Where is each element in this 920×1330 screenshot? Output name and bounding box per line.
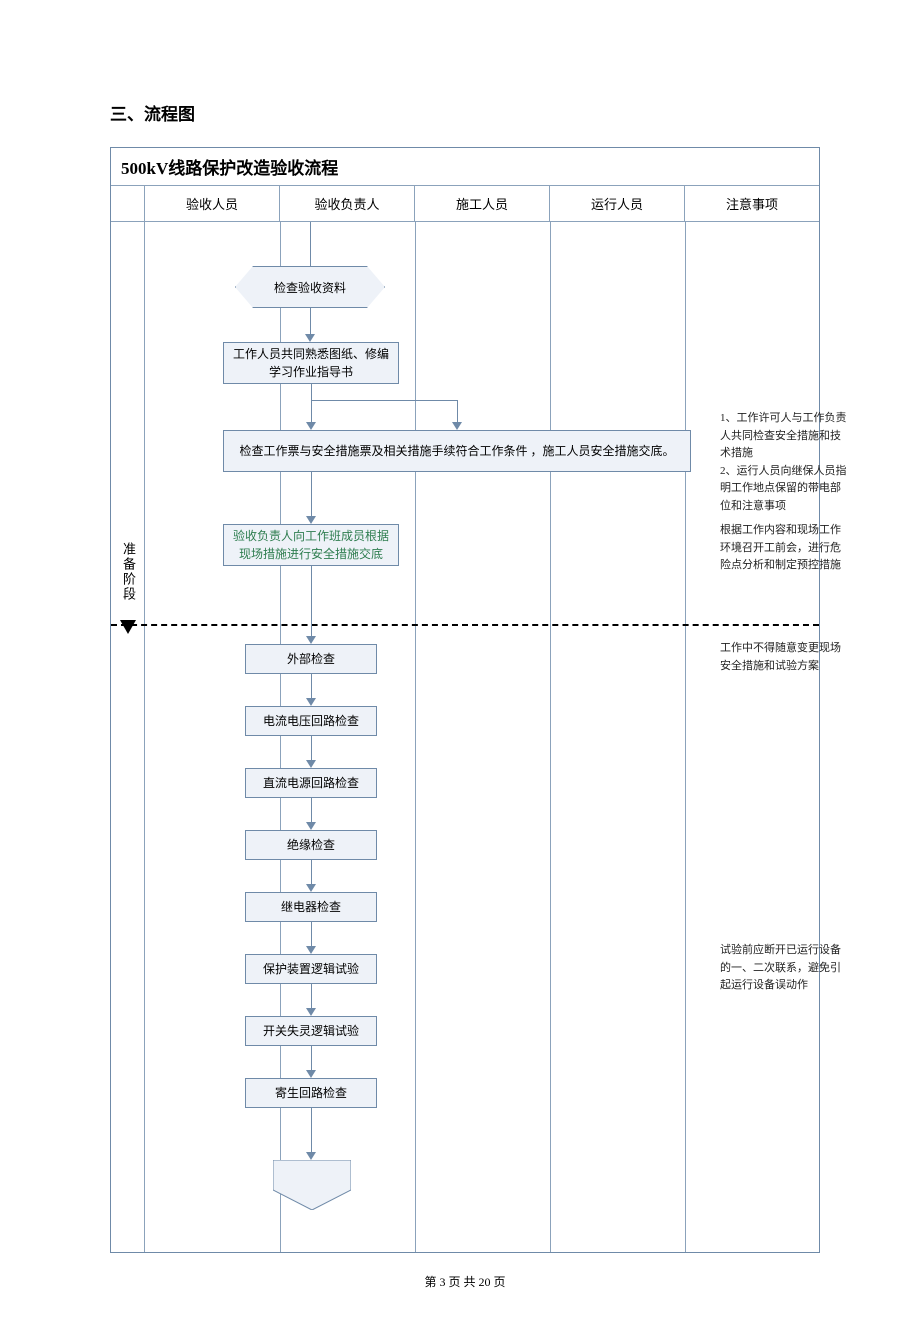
- node-c5: 继电器检查: [245, 892, 377, 922]
- arrow-down-icon: [306, 698, 316, 706]
- connector: [311, 674, 312, 698]
- arrow-down-icon: [306, 636, 316, 644]
- arrow-down-icon: [305, 334, 315, 342]
- chart-title: 500kV线路保护改造验收流程: [111, 148, 819, 186]
- lane-head-3: 施工人员: [415, 186, 550, 221]
- connector: [310, 308, 311, 334]
- node-study-drawings: 工作人员共同熟悉图纸、修编学习作业指导书: [223, 342, 399, 384]
- arrow-down-icon: [306, 1008, 316, 1016]
- connector: [311, 1046, 312, 1070]
- swimlane-header: 验收人员 验收负责人 施工人员 运行人员 注意事项: [111, 186, 819, 222]
- note-3: 工作中不得随意变更现场安全措施和试验方案: [720, 640, 850, 675]
- connector: [311, 1108, 312, 1152]
- phase-divider: [111, 624, 819, 626]
- flowchart-frame: 500kV线路保护改造验收流程 验收人员 验收负责人 施工人员 运行人员 注意事…: [110, 147, 820, 1253]
- lane-head-4: 运行人员: [550, 186, 685, 221]
- lane-head-5: 注意事项: [685, 186, 819, 221]
- lane-divider: [550, 222, 551, 1252]
- node-safety-briefing: 验收负责人向工作班成员根据现场措施进行安全措施交底: [223, 524, 399, 566]
- flowchart-body: 准备阶段 检查验收资料工作人员共同熟悉图纸、修编学习作业指导书检查工作票与安全措施…: [111, 222, 819, 1252]
- node-c4: 绝缘检查: [245, 830, 377, 860]
- connector: [311, 798, 312, 822]
- note-1: 1、工作许可人与工作负责人共同检查安全措施和技术措施2、运行人员向继保人员指明工…: [720, 410, 850, 516]
- lane-divider: [685, 222, 686, 1252]
- node-c2: 电流电压回路检查: [245, 706, 377, 736]
- page-footer: 第 3 页 共 20 页: [110, 1273, 820, 1290]
- connector: [311, 384, 312, 400]
- section-heading: 三、流程图: [110, 100, 820, 125]
- arrow-down-icon: [306, 822, 316, 830]
- note-2: 根据工作内容和现场工作环境召开工前会，进行危险点分析和制定预控措施: [720, 522, 850, 575]
- arrow-down-icon: [306, 760, 316, 768]
- connector: [311, 472, 312, 516]
- connector: [457, 400, 458, 422]
- connector: [311, 860, 312, 884]
- node-c3: 直流电源回路检查: [245, 768, 377, 798]
- phase-label: 准备阶段: [119, 542, 138, 602]
- node-c8: 寄生回路检查: [245, 1078, 377, 1108]
- node-c1: 外部检查: [245, 644, 377, 674]
- phase-column: [111, 222, 145, 1252]
- arrow-down-icon: [452, 422, 462, 430]
- node-c7: 开关失灵逻辑试验: [245, 1016, 377, 1046]
- connector: [311, 922, 312, 946]
- lane-head-1: 验收人员: [145, 186, 280, 221]
- node-check-work-ticket: 检查工作票与安全措施票及相关措施手续符合工作条件 ，施工人员安全措施交底。: [223, 430, 691, 472]
- arrow-down-icon: [306, 516, 316, 524]
- lane-head-2: 验收负责人: [280, 186, 415, 221]
- arrow-down-icon: [306, 946, 316, 954]
- arrow-down-icon: [306, 1152, 316, 1160]
- lane-divider: [415, 222, 416, 1252]
- connector: [311, 400, 312, 422]
- note-4: 试验前应断开已运行设备的一、二次联系，避免引起运行设备误动作: [720, 942, 850, 995]
- arrow-down-icon: [306, 422, 316, 430]
- connector: [311, 400, 457, 401]
- connector: [311, 566, 312, 636]
- node-c6: 保护装置逻辑试验: [245, 954, 377, 984]
- connector: [311, 736, 312, 760]
- arrow-down-icon: [306, 1070, 316, 1078]
- phase-arrow-icon: [120, 620, 136, 634]
- node-check-materials: 检查验收资料: [235, 266, 385, 308]
- connector: [311, 984, 312, 1008]
- off-page-connector-border: [273, 1160, 351, 1210]
- arrow-down-icon: [306, 884, 316, 892]
- connector: [310, 222, 311, 266]
